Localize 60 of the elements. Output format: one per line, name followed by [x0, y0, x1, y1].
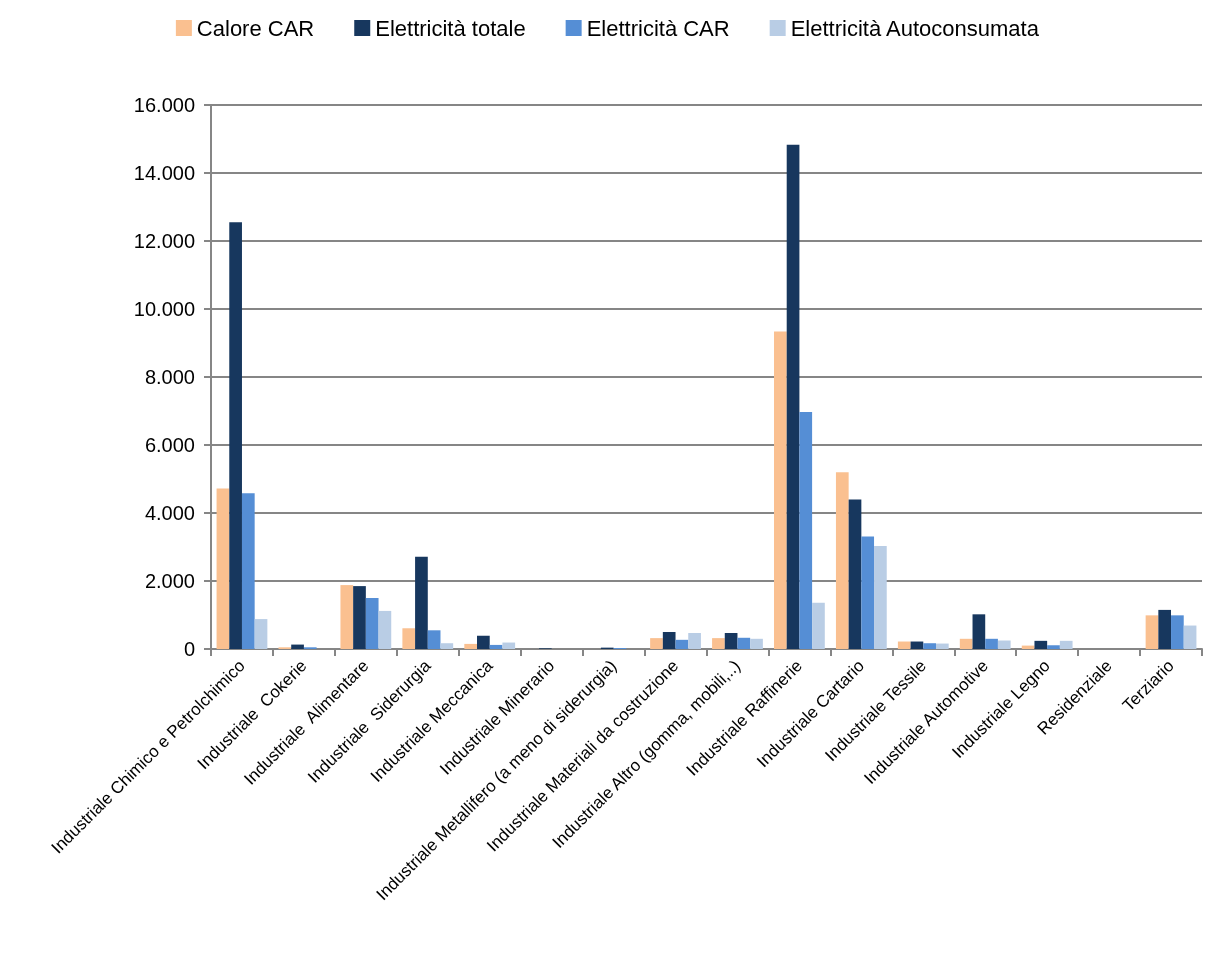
- bar: [1183, 625, 1197, 649]
- legend-label: Calore CAR: [196, 15, 315, 41]
- bar: [1047, 645, 1060, 649]
- bar: [1034, 640, 1048, 649]
- y-tick-label: 2.000: [144, 570, 195, 592]
- bar: [241, 493, 255, 649]
- bar: [216, 488, 230, 649]
- bar: [1158, 609, 1172, 649]
- y-tick-label: 16.000: [133, 94, 195, 116]
- bar: [786, 144, 800, 649]
- bar: [440, 643, 454, 649]
- bar: [712, 638, 725, 649]
- bar: [861, 536, 875, 649]
- bar: [959, 638, 973, 649]
- bar: [688, 633, 701, 649]
- bar: [415, 556, 428, 649]
- bar: [985, 638, 998, 649]
- bar: [972, 614, 986, 649]
- bar: [1145, 615, 1159, 649]
- bar: [923, 643, 936, 649]
- bar: [650, 638, 663, 649]
- bar: [848, 499, 862, 649]
- legend-label: Elettricità totale: [375, 15, 526, 41]
- bar: [997, 640, 1011, 649]
- bar: [799, 412, 813, 649]
- bar: [935, 643, 949, 649]
- bar: [365, 598, 379, 649]
- legend-label: Elettricità CAR: [586, 15, 730, 41]
- bar: [662, 632, 676, 649]
- y-tick-label: 0: [183, 638, 195, 660]
- y-tick-label: 8.000: [144, 366, 195, 388]
- bar: [464, 643, 478, 649]
- bar: [750, 638, 763, 649]
- bar: [835, 472, 849, 649]
- bar: [402, 628, 416, 649]
- bar: [1171, 615, 1184, 649]
- legend-label: Elettricità Autoconsumata: [790, 15, 1040, 41]
- bar: [378, 610, 392, 649]
- bar: [737, 637, 751, 649]
- bar: [812, 602, 825, 649]
- bar: [254, 619, 268, 649]
- bar: [427, 630, 441, 649]
- y-tick-label: 14.000: [133, 162, 195, 184]
- bar: [1059, 640, 1073, 649]
- bar: [897, 641, 911, 649]
- y-tick-label: 12.000: [133, 230, 195, 252]
- y-tick-label: 10.000: [133, 298, 195, 320]
- bar: [724, 633, 738, 649]
- y-tick-label: 6.000: [144, 434, 195, 456]
- bar: [489, 644, 503, 649]
- bar: [340, 585, 354, 649]
- bar: [477, 635, 490, 649]
- bar: [774, 331, 787, 649]
- y-tick-label: 4.000: [144, 502, 195, 524]
- bar: [353, 586, 366, 649]
- bar: [675, 639, 689, 649]
- bar: [874, 545, 887, 649]
- bar: [291, 644, 304, 649]
- bar: [229, 222, 242, 649]
- bar: [502, 642, 516, 649]
